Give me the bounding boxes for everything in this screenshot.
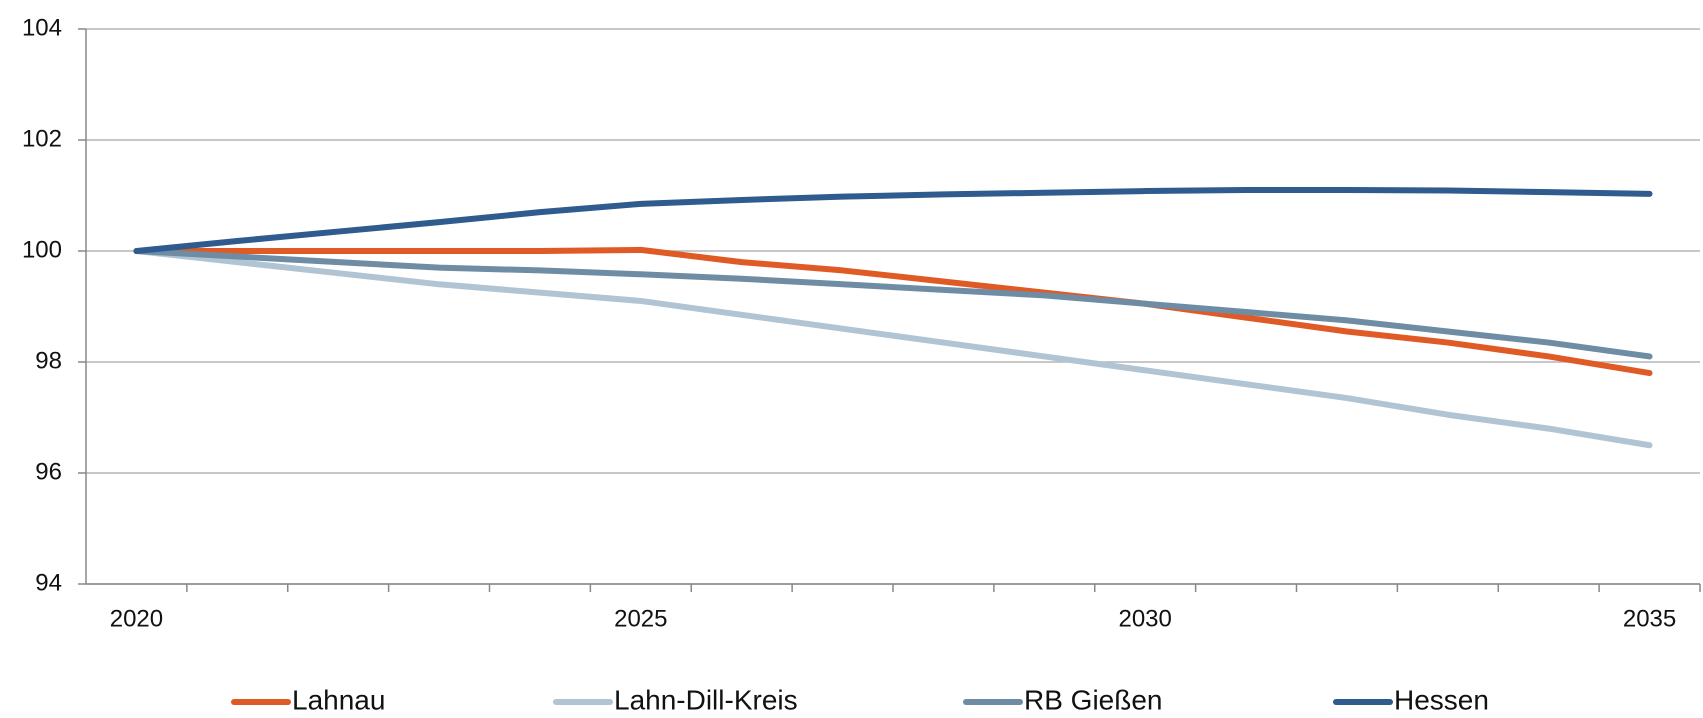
x-tick-label: 2030 [1118,605,1171,632]
legend-label: Lahnau [292,684,385,715]
y-tick-label: 96 [35,458,62,485]
y-tick-label: 104 [22,14,62,41]
series-line [133,246,1653,377]
y-tick-label: 98 [35,347,62,374]
series-line [133,248,1653,360]
y-tick-label: 102 [22,125,62,152]
y-tick-label: 100 [22,236,62,263]
x-tick-label: 2025 [614,605,667,632]
series-line [133,186,1653,254]
x-tick-label: 2020 [110,605,163,632]
x-tick-label: 2035 [1623,605,1676,632]
legend-label: RB Gießen [1024,684,1163,715]
series-line [133,248,1653,449]
y-tick-label: 94 [35,569,62,596]
legend-label: Lahn-Dill-Kreis [614,684,798,715]
legend-label: Hessen [1394,684,1489,715]
